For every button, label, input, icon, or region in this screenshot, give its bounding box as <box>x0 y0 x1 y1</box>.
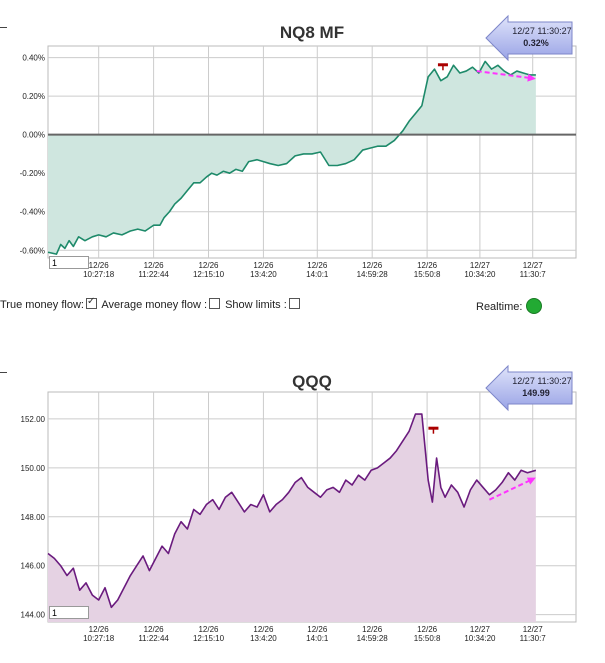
x-tick-label-date: 12/26 <box>198 261 219 270</box>
x-tick-label-time: 14:0:1 <box>306 634 329 643</box>
x-tick-label-date: 12/26 <box>198 625 219 634</box>
x-tick-label-time: 10:34:20 <box>464 634 496 643</box>
y-tick-label: 144.00 <box>21 611 46 620</box>
last-value-callout: 12/27 11:30:27 149.99 <box>485 364 573 412</box>
callout-timestamp: 12/27 11:30:27 <box>512 26 571 36</box>
y-tick-label: 0.20% <box>22 92 45 101</box>
true-money-flow-label: True money flow: <box>0 299 84 311</box>
series-area <box>48 414 536 622</box>
average-money-flow-checkbox[interactable] <box>209 298 220 309</box>
realtime-label: Realtime: <box>476 301 523 313</box>
x-tick-label-date: 12/26 <box>307 261 328 270</box>
nq8-chart: NQ8 MF -0.60% -0.40% -0.20% 0.00% 0.20% 0.40%… <box>20 14 577 279</box>
x-tick-label-date: 12/26 <box>253 625 274 634</box>
x-tick-label-time: 14:0:1 <box>306 270 329 279</box>
edge-tick <box>0 27 7 28</box>
x-tick-label-time: 13:4:20 <box>250 270 277 279</box>
signal-marker <box>428 426 439 434</box>
x-tick-label-date: 12/26 <box>89 625 110 634</box>
y-tick-label: 150.00 <box>21 464 46 473</box>
trend-arrow <box>476 70 536 82</box>
callout-value: 149.99 <box>522 388 550 398</box>
y-tick-label: 148.00 <box>21 513 46 522</box>
x-tick-label-time: 11:30:7 <box>520 634 547 643</box>
y-tick-label: -0.60% <box>20 246 45 255</box>
x-tick-label-date: 12/26 <box>417 625 438 634</box>
x-tick-label-date: 12/27 <box>470 625 491 634</box>
x-tick-label-time: 11:22:44 <box>138 634 169 643</box>
callout-timestamp: 12/27 11:30:27 <box>512 376 571 386</box>
chart-controls: True money flow: Average money flow : Sh… <box>0 296 605 314</box>
chart-title: QQQ <box>292 372 332 391</box>
x-tick-label-date: 12/27 <box>523 261 544 270</box>
chart2-zoom-input[interactable] <box>49 606 89 619</box>
series-line <box>47 413 537 609</box>
x-tick-label-time: 12:15:10 <box>193 270 225 279</box>
x-tick-label-date: 12/26 <box>362 625 383 634</box>
average-money-flow-label: Average money flow : <box>101 299 207 311</box>
x-tick-label-time: 15:50:8 <box>414 634 441 643</box>
x-tick-label-date: 12/26 <box>362 261 383 270</box>
x-tick-label-date: 12/27 <box>470 261 491 270</box>
x-tick-label-time: 12:15:10 <box>193 634 225 643</box>
show-limits-label: Show limits : <box>225 299 287 311</box>
y-tick-label: 0.40% <box>22 54 45 63</box>
y-tick-label: -0.40% <box>20 208 45 217</box>
edge-tick <box>0 372 7 373</box>
x-tick-label-time: 11:30:7 <box>520 270 547 279</box>
realtime-indicator: Realtime: <box>476 298 543 314</box>
show-limits-checkbox[interactable] <box>288 298 300 309</box>
x-tick-label-date: 12/26 <box>144 261 165 270</box>
x-tick-label-date: 12/26 <box>89 261 110 270</box>
x-tick-label-date: 12/26 <box>144 625 165 634</box>
x-tick-label-time: 11:22:44 <box>138 270 169 279</box>
trend-arrow <box>488 477 536 501</box>
y-tick-label: -0.20% <box>20 169 45 178</box>
x-tick-label-time: 10:27:18 <box>83 270 115 279</box>
x-tick-label-time: 10:34:20 <box>464 270 496 279</box>
x-tick-label-date: 12/26 <box>417 261 438 270</box>
series-line <box>47 60 536 255</box>
chart1-zoom-input[interactable] <box>49 256 89 269</box>
x-tick-label-time: 10:27:18 <box>83 634 115 643</box>
x-tick-label-date: 12/27 <box>523 625 544 634</box>
realtime-status-icon[interactable] <box>526 298 543 314</box>
x-tick-label-date: 12/26 <box>307 625 328 634</box>
qqq-chart: QQQ 144.00 146.00 148.00 150.00 152.00 12/26… <box>21 364 577 643</box>
chart-title: NQ8 MF <box>280 23 344 42</box>
y-tick-label: 0.00% <box>22 131 45 140</box>
true-money-flow-checkbox[interactable] <box>85 296 97 309</box>
y-tick-label: 152.00 <box>21 415 46 424</box>
signal-marker <box>437 63 448 71</box>
x-tick-label-time: 13:4:20 <box>250 634 277 643</box>
x-tick-label-time: 14:59:28 <box>357 634 389 643</box>
x-tick-label-time: 14:59:28 <box>357 270 389 279</box>
x-tick-label-date: 12/26 <box>253 261 274 270</box>
x-tick-label-time: 15:50:8 <box>414 270 441 279</box>
callout-value: 0.32% <box>523 38 549 48</box>
y-tick-label: 146.00 <box>21 562 46 571</box>
last-value-callout: 12/27 11:30:27 0.32% <box>485 14 573 62</box>
